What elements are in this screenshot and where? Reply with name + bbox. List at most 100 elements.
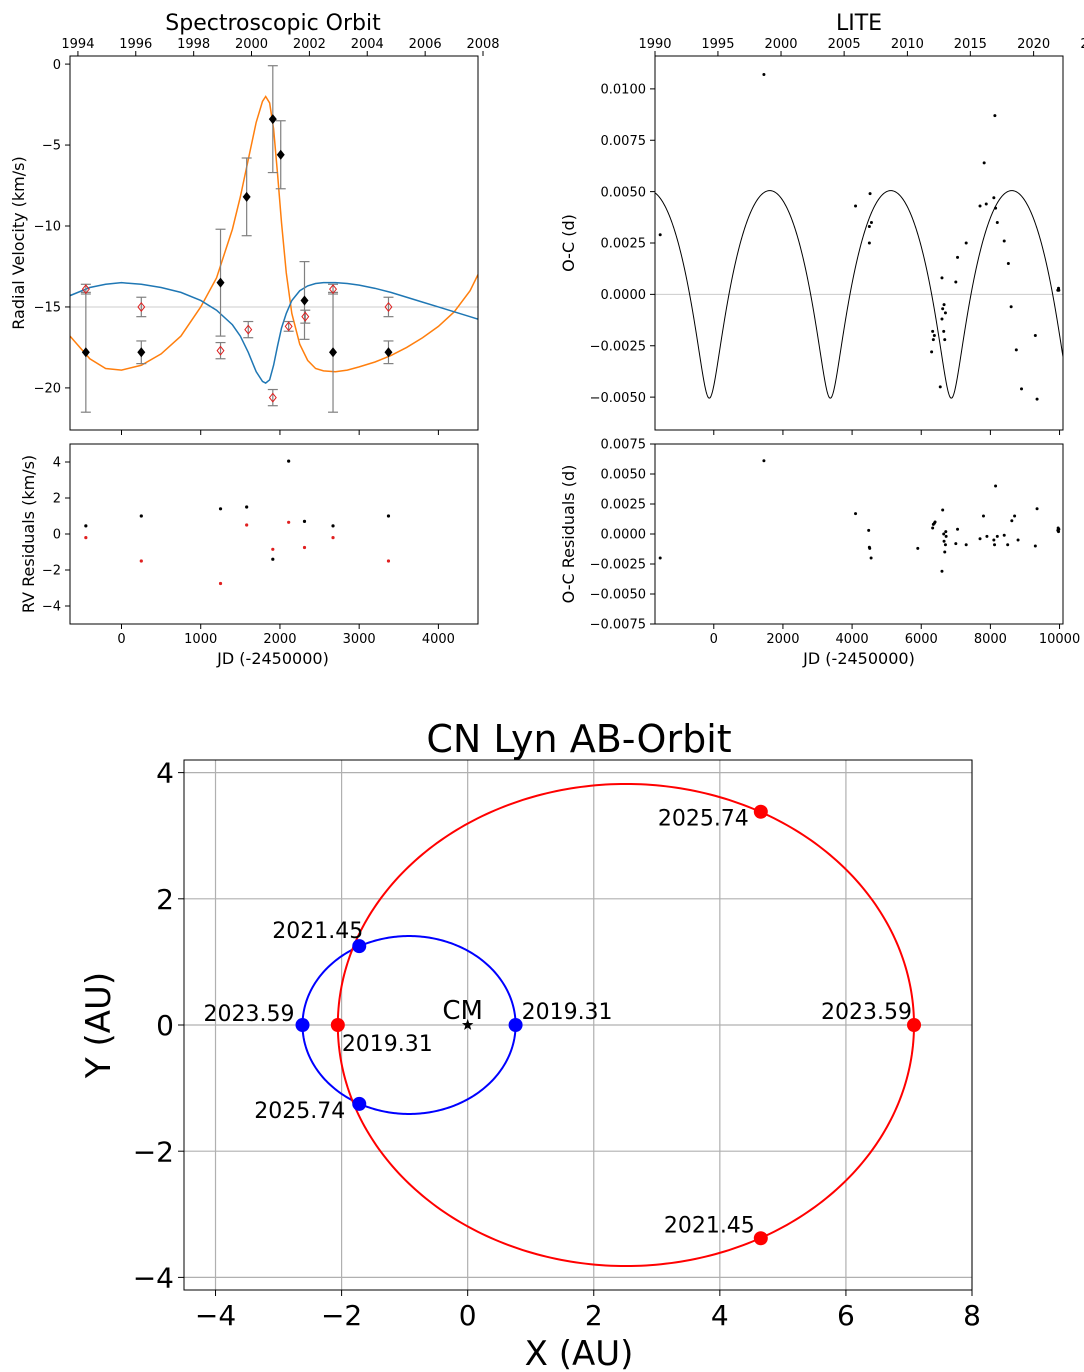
top-x-tick-label: 1994 [61,37,94,52]
oc-point [994,206,998,210]
rv-point-primary [242,191,251,202]
top-x-tick-label: 1995 [701,37,734,52]
oc-residual-point [978,537,982,541]
oc-point [943,311,947,315]
top-x-tick-label: 2002 [293,37,326,52]
orbit-point-blue [295,1018,310,1032]
rv-residual-secondary [139,559,143,563]
rv-residual-secondary [287,520,291,524]
top-x-tick-label: 2006 [409,37,442,52]
oc-residual-point [658,556,662,560]
rv-residual-secondary [302,545,307,550]
oc-point [1057,288,1061,292]
orbit-point-red [753,1231,768,1246]
top-x-tick-label: 2015 [954,37,987,52]
center-of-mass-star [461,1019,474,1030]
y-tick-label: −0.0025 [590,339,646,354]
oc-point [930,350,934,354]
oc-residual-point [854,512,858,516]
rv-point-primary [300,295,309,306]
oc-residual-point [931,526,935,530]
y-tick-label: 0.0025 [601,237,647,252]
oc-residual-point [1013,514,1017,518]
oc-residual-point [942,539,946,543]
oc-residual-point [943,550,947,554]
top-x-tick-label: 1990 [638,37,671,52]
oc-residual-point [1057,530,1061,534]
y-tick-label: 0.0050 [601,468,647,483]
oc-point [938,385,942,389]
lite-panel-title: LITE [836,11,882,36]
rv-point-primary [268,114,277,125]
y-tick-label: 0 [53,528,61,543]
x-tick-label: 8 [963,1299,981,1332]
oc-residual-point [869,556,873,560]
orbit-point-blue [352,939,367,954]
oc-point [1002,239,1006,243]
y-tick-label: −2 [133,1135,174,1168]
rv-point-secondary [81,284,90,295]
oc-residual-point [992,538,996,542]
oc-residual-point [1033,544,1037,548]
x-tick-label: 0 [710,632,718,647]
oc-residual-point [964,543,968,547]
oc-point [658,233,662,237]
rv-point-primary [137,347,146,358]
y-tick-label: 0.0025 [601,498,647,513]
oc-point [995,220,999,224]
x-tick-label: 4000 [422,632,455,647]
y-tick-label: 0.0050 [601,185,647,200]
orbit-epoch-label: 2025.74 [658,807,749,832]
top-x-tick-label: 1996 [119,37,152,52]
oc-residual-point [1002,533,1006,537]
ab-orbit: CN Lyn AB-Orbit Y (AU) X (AU) 4 2 0 −2 −4 −4 −… [79,717,981,1372]
orbit-epoch-label: 2023.59 [204,1002,295,1027]
orbit-point-blue [508,1018,523,1032]
rv-residual-primary [84,524,88,528]
orbit-epoch-label: 2025.74 [254,1099,345,1124]
rv-residual-secondary [331,536,335,540]
orbit-point-red [753,804,768,819]
oc-point [1014,348,1018,352]
x-tick-label: 6000 [905,632,938,647]
ab-orbit-xlabel: X (AU) [525,1334,634,1372]
x-tick-label: 2000 [263,632,296,647]
oc-point [942,303,946,307]
y-tick-label: 2 [53,492,61,507]
y-tick-label: −0.0075 [590,618,646,633]
x-tick-label: 1000 [184,632,217,647]
oc-point [931,329,935,333]
oc-point [993,114,997,118]
oc-residual-point [944,530,948,534]
rv-point-secondary [384,301,393,312]
oc-point [932,333,936,337]
plot-frame [69,55,479,431]
y-tick-label: 0.0075 [601,134,647,149]
oc-point [940,317,944,321]
rv-point-secondary [329,284,338,295]
oc-point [1033,333,1037,337]
y-tick-label: 0 [53,58,61,73]
top-x-tick-label: 2000 [764,37,797,52]
orbit-epoch-label: 2021.45 [664,1213,755,1238]
oc-point [992,196,996,200]
oc-point [854,204,858,208]
rv-residual-primary [139,514,143,518]
oc-point [1009,305,1013,309]
oc-point [978,204,982,208]
rv-point-secondary [137,301,146,312]
x-tick-label: 2000 [766,632,799,647]
oc-residual-point [993,543,997,547]
oc-residuals-xlabel: JD (-2450000) [802,649,915,668]
y-tick-label: −5 [42,139,61,154]
oc-point [867,225,871,229]
oc-residual-point [995,534,999,538]
oc-point [1035,397,1039,401]
x-tick-label: 2 [585,1299,603,1332]
rv-residual-primary [287,459,291,463]
plot-frame [654,443,1064,625]
oc-residual-point [762,459,766,463]
rv-panel-ylabel: Radial Velocity (km/s) [9,156,28,329]
oc-residual-point [1035,507,1039,511]
rv-residual-secondary [271,547,275,551]
